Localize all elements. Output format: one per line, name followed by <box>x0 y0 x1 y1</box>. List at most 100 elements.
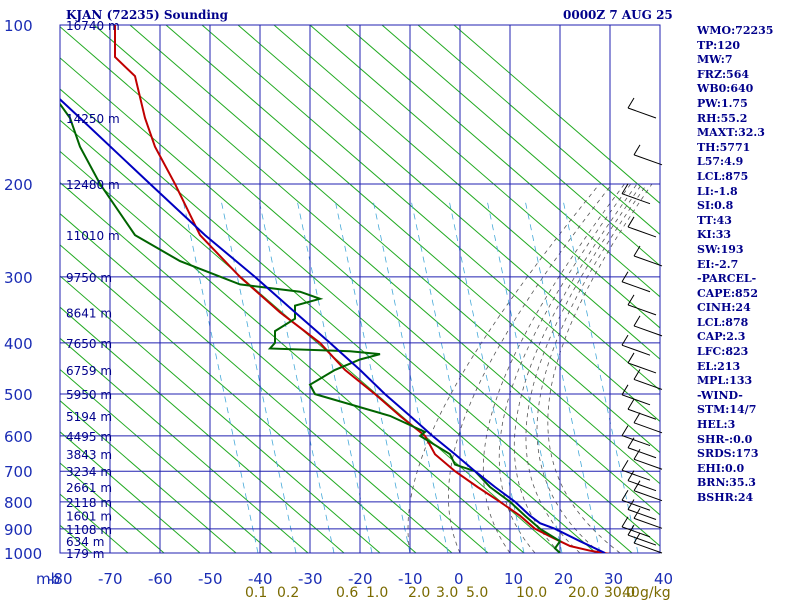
wind-barb-flag <box>627 470 635 481</box>
wind-barb <box>633 325 663 337</box>
height-label: 3843 m <box>66 448 112 462</box>
wind-barb <box>633 458 663 470</box>
temperature-tick-label: -30 <box>298 570 323 588</box>
moist-adiabat-line <box>536 183 648 553</box>
wind-barb <box>621 193 651 205</box>
index-item: FRZ:564 <box>697 67 750 81</box>
wind-barb <box>621 281 651 293</box>
wind-barb <box>627 226 657 238</box>
temperature-tick-label: 10 <box>504 570 523 588</box>
wind-barb-flag <box>621 459 629 471</box>
index-item: LCL:878 <box>697 315 749 329</box>
isotherms <box>59 25 661 553</box>
dry-adiabat-line <box>60 399 237 553</box>
index-item: SHR-:0.0 <box>697 432 753 446</box>
wind-barb-flag <box>621 384 629 396</box>
index-item: BSHR:24 <box>697 491 754 504</box>
index-item: MW:7 <box>697 53 733 67</box>
index-item: HEL:3 <box>697 418 736 432</box>
temperature-tick-label: -50 <box>198 570 223 588</box>
dewpoint-profile <box>60 102 562 553</box>
wind-barb-flag <box>633 315 641 327</box>
temperature-tick-label: 20 <box>554 570 573 588</box>
dry-adiabat-line <box>60 26 660 547</box>
index-item: SW:193 <box>697 242 744 256</box>
wind-barb-flag <box>633 508 641 519</box>
pressure-tick-label: 600 <box>4 428 33 446</box>
wind-barbs <box>621 97 663 554</box>
dry-adiabat-line <box>60 150 525 553</box>
mixing-ratio-line <box>562 199 639 553</box>
wind-barb <box>627 509 657 520</box>
index-item: PW:1.75 <box>697 96 748 110</box>
dry-adiabat-line <box>129 25 660 485</box>
dry-adiabat-line <box>273 25 660 360</box>
mixing-ratio-line <box>448 199 525 553</box>
wind-barb-flag <box>627 97 635 109</box>
index-item: CINH:24 <box>697 301 751 315</box>
temperature-tick-label: -10 <box>398 570 423 588</box>
pressure-tick-label: 1000 <box>4 545 42 563</box>
wind-barb-flag <box>627 294 635 306</box>
mixing-ratio-line <box>486 199 563 553</box>
pressure-tick-label: 200 <box>4 176 33 194</box>
index-item: LI:-1.8 <box>697 184 738 198</box>
height-label: 16740 m <box>66 19 120 33</box>
dry-adiabat-line <box>60 337 309 553</box>
dry-adiabat-line <box>60 431 201 553</box>
height-label: 9750 m <box>66 271 112 285</box>
wind-barb-flag <box>633 144 641 156</box>
wind-barb-flag <box>627 216 635 228</box>
wind-barb-flag <box>633 448 641 460</box>
mixing-ratio-label: 40 <box>622 585 640 600</box>
dry-adiabat-line <box>60 462 165 553</box>
temperature-tick-label: 40 <box>654 570 673 588</box>
dry-adiabat-line <box>60 244 417 553</box>
index-item: STM:14/7 <box>697 403 757 417</box>
mixing-ratio-line <box>296 199 373 553</box>
wind-barb <box>627 534 657 546</box>
dry-adiabats <box>60 25 660 553</box>
dry-adiabat-line <box>60 368 273 553</box>
mixing-ratio-label: 30.0 <box>604 585 635 600</box>
mixing-ratio-line <box>182 199 259 553</box>
dry-adiabat-line <box>237 25 660 391</box>
pressure-tick-label: 300 <box>4 269 33 287</box>
wind-barb <box>633 378 663 390</box>
mixing-ratio-label: g/kg <box>640 585 671 600</box>
wind-barb-flag <box>633 245 641 257</box>
height-label: 7650 m <box>66 337 112 351</box>
mixing-ratio-label: 5.0 <box>466 585 488 600</box>
index-item: EHI:0.0 <box>697 461 745 475</box>
mixing-ratio-label: 3.0 <box>436 585 458 600</box>
index-item: TP:120 <box>697 38 741 52</box>
wind-barb-flag <box>621 271 629 282</box>
dry-adiabat-line <box>165 25 660 454</box>
temperature-tick-label: 0 <box>454 570 464 588</box>
index-item: MAXT:32.3 <box>697 126 765 140</box>
index-item: CAPE:852 <box>697 286 758 300</box>
height-label: 634 m <box>66 535 104 549</box>
sounding-profiles <box>60 25 611 553</box>
dry-adiabat-line <box>60 275 381 553</box>
temperature-profile <box>114 25 611 553</box>
wind-barb <box>621 499 651 511</box>
wind-barb-flag <box>621 334 629 346</box>
wind-barb <box>627 107 657 119</box>
temperature-tick-label: -40 <box>248 570 273 588</box>
height-label: 11010 m <box>66 229 120 243</box>
index-item: TT:43 <box>697 213 732 227</box>
wind-barb <box>633 542 663 554</box>
height-label: 4495 m <box>66 430 112 444</box>
dry-adiabat-line <box>345 25 660 298</box>
wind-barb-flag <box>633 369 641 380</box>
index-item: TH:5771 <box>697 140 751 154</box>
wind-barb <box>621 526 651 538</box>
index-item: SI:0.8 <box>697 199 734 213</box>
height-label: 6759 m <box>66 364 112 378</box>
mixing-ratio-label: 10.0 <box>516 585 547 600</box>
wind-barb-flag <box>621 490 629 501</box>
pressure-tick-label: 900 <box>4 521 33 539</box>
